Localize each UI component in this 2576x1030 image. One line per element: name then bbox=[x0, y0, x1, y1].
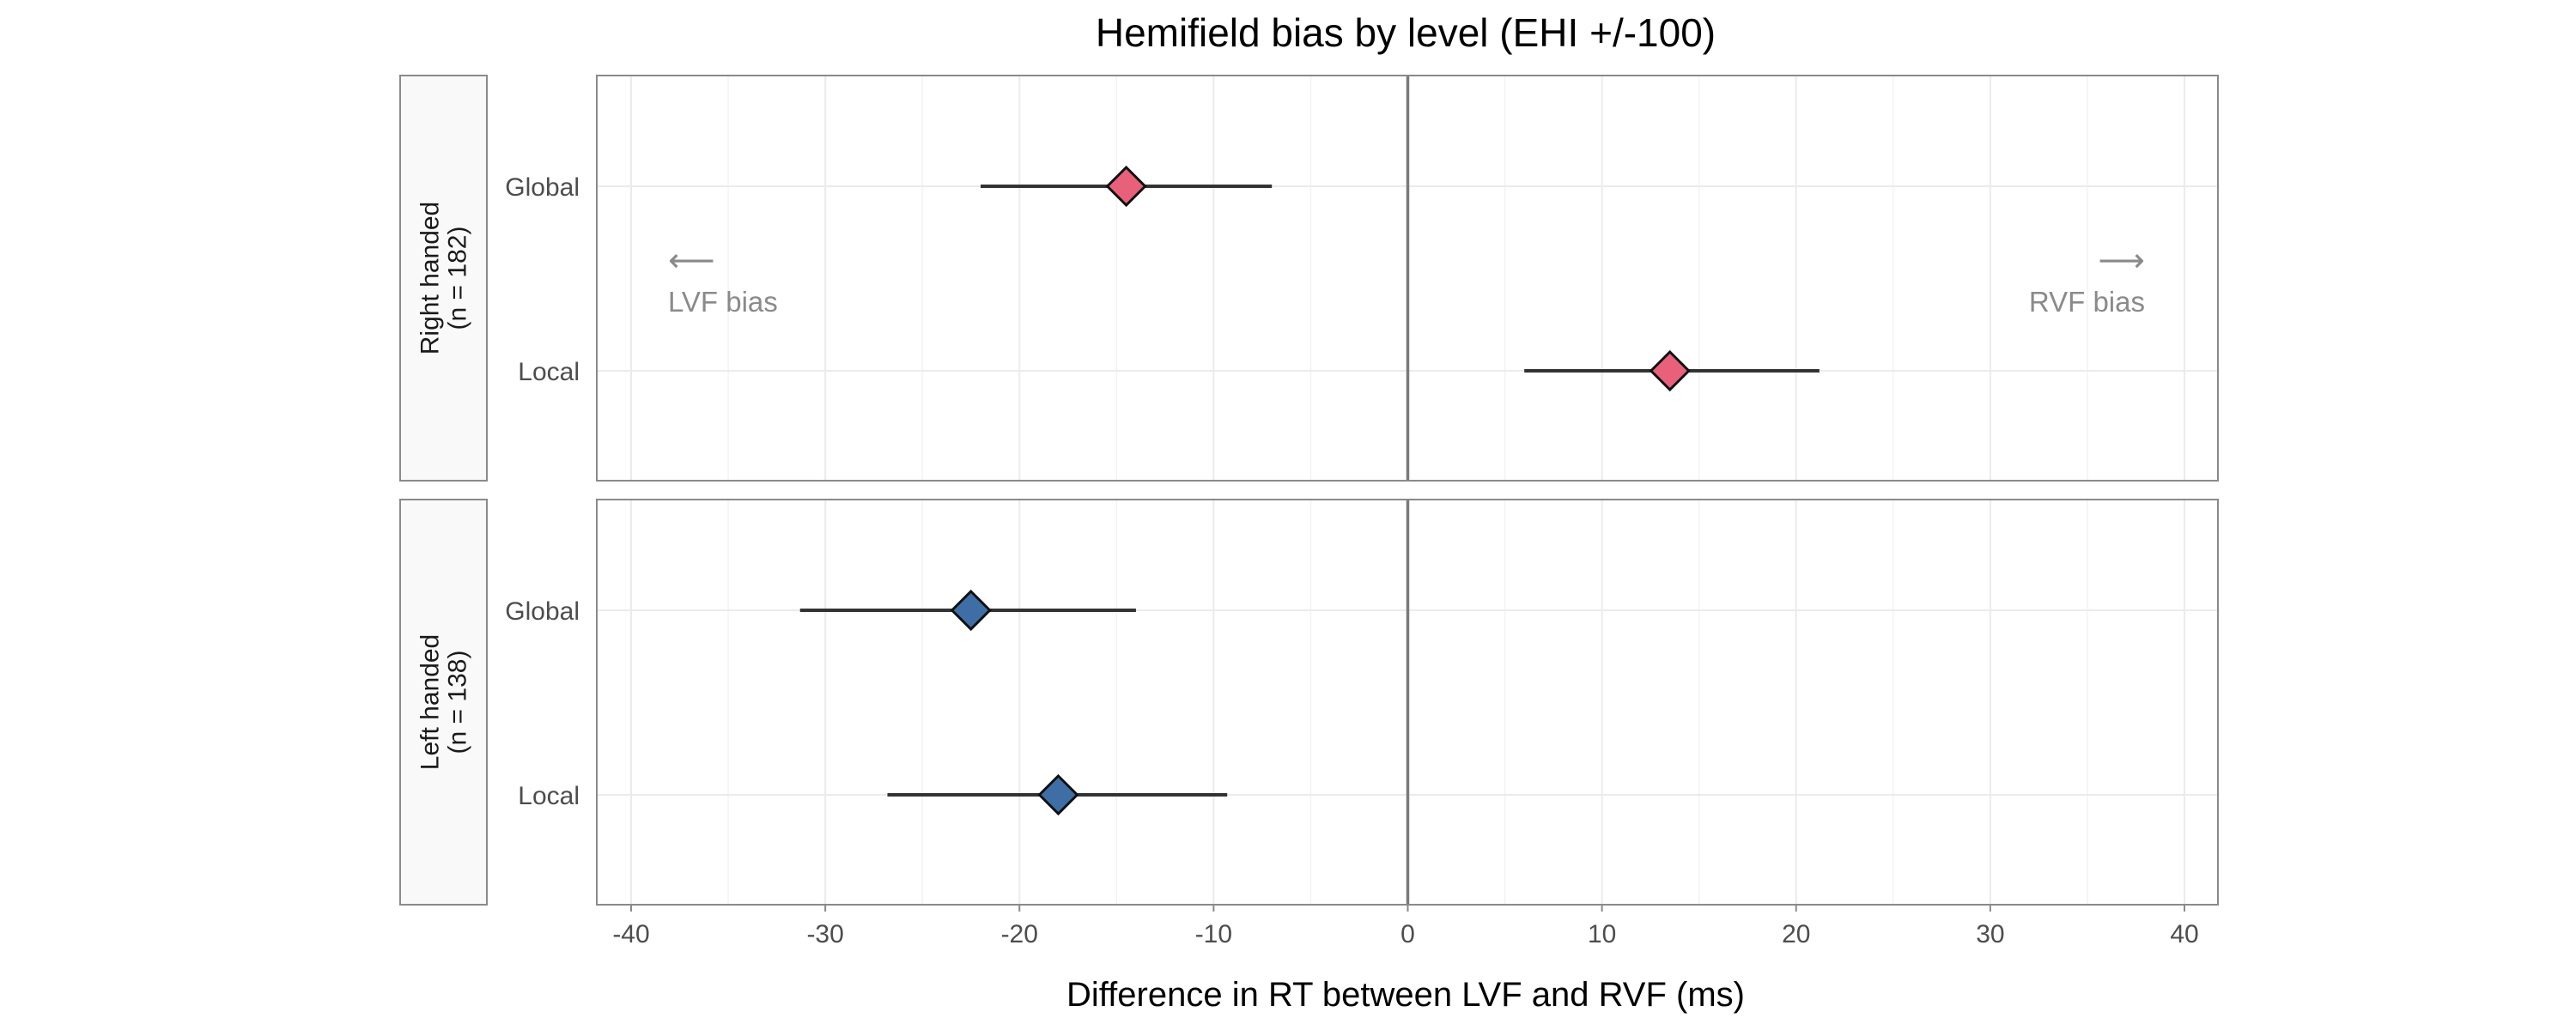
panel-border bbox=[596, 75, 2219, 482]
point-marker-local bbox=[1037, 773, 1079, 816]
strip-label: Left handed(n = 138) bbox=[416, 634, 472, 770]
x-tick-label: 30 bbox=[1976, 920, 2004, 948]
lvf-bias-label: LVF bias bbox=[668, 286, 778, 318]
panel-1: Right handed(n = 182) Global Local ⟵ LVF bia… bbox=[399, 75, 2219, 482]
chart-title: Hemifield bias by level (EHI +/-100) bbox=[1096, 10, 1716, 55]
x-tick-label: -10 bbox=[1195, 920, 1232, 948]
x-tick-label: 10 bbox=[1588, 920, 1616, 948]
strip-label-line: Left handed bbox=[416, 634, 445, 770]
x-tick-label: -30 bbox=[806, 920, 843, 948]
x-tick-label: -40 bbox=[612, 920, 649, 948]
y-tick-label-local: Local bbox=[518, 358, 580, 386]
y-tick-label-global: Global bbox=[505, 597, 580, 626]
right-arrow-icon: ⟶ bbox=[2099, 243, 2145, 279]
strip-box bbox=[399, 499, 488, 906]
point-marker-global bbox=[950, 589, 992, 632]
left-arrow-icon: ⟵ bbox=[668, 243, 714, 279]
y-tick-label-global: Global bbox=[505, 173, 580, 202]
x-axis-label: Difference in RT between LVF and RVF (ms… bbox=[1066, 976, 1745, 1014]
strip-label-line: (n = 182) bbox=[444, 227, 472, 330]
strip-box bbox=[399, 75, 488, 482]
strip-label: Right handed(n = 182) bbox=[416, 202, 472, 354]
panel-2: Left handed(n = 138) Global Local bbox=[399, 499, 2219, 906]
strip-label-line: (n = 138) bbox=[444, 651, 472, 754]
y-tick-label-local: Local bbox=[518, 782, 580, 810]
x-tick-label: 40 bbox=[2170, 920, 2198, 948]
strip-label-line: Right handed bbox=[416, 202, 445, 354]
point-marker-global bbox=[1105, 165, 1147, 208]
x-tick-label: 0 bbox=[1400, 920, 1415, 948]
x-tick-label: 20 bbox=[1782, 920, 1810, 948]
x-axis: -40 -30 -20 -10 0 10 20 30 40 bbox=[612, 905, 2199, 948]
point-marker-local bbox=[1649, 349, 1691, 392]
x-tick-label: -20 bbox=[1001, 920, 1038, 948]
chart-panels: Right handed(n = 182) Global Local ⟵ LVF bia… bbox=[399, 75, 2219, 906]
rvf-bias-label: RVF bias bbox=[2029, 286, 2145, 318]
